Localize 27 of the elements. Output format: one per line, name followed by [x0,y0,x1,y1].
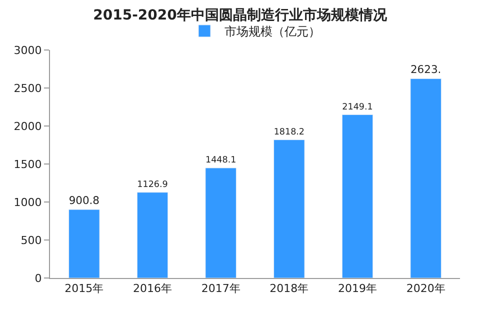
bar [136,192,168,278]
data-label: 1448.1 [206,156,236,166]
chart-title: 2015-2020年中国圆晶制造行业市场规模情况 [93,6,388,24]
y-tick-label: 2500 [14,82,42,95]
y-tick-label: 3000 [14,44,42,57]
bar [410,78,442,278]
x-tick-label: 2020年 [406,282,446,296]
x-tick-label: 2015年 [64,282,104,296]
bar [342,114,374,278]
x-tick-label: 2018年 [270,282,309,296]
y-tick-label: 500 [20,234,42,247]
bar [205,168,236,278]
data-label: 1126.9 [137,180,168,190]
data-label: 2149.1 [342,102,373,112]
x-tick-label: 2019年 [338,282,377,296]
data-label: 1818.2 [274,128,304,138]
data-label: 900.8 [68,194,100,207]
y-tick-label: 0 [34,272,42,285]
y-tick-label: 1000 [14,196,42,209]
bar [274,140,305,278]
y-tick-label: 1500 [14,158,42,171]
bar [68,209,100,278]
x-tick-label: 2017年 [201,282,240,296]
y-tick-label: 2000 [14,120,42,133]
x-tick-label: 2016年 [133,282,172,296]
data-label: 2623. [410,62,442,76]
legend-label: 市场规模（亿元） [224,24,320,39]
